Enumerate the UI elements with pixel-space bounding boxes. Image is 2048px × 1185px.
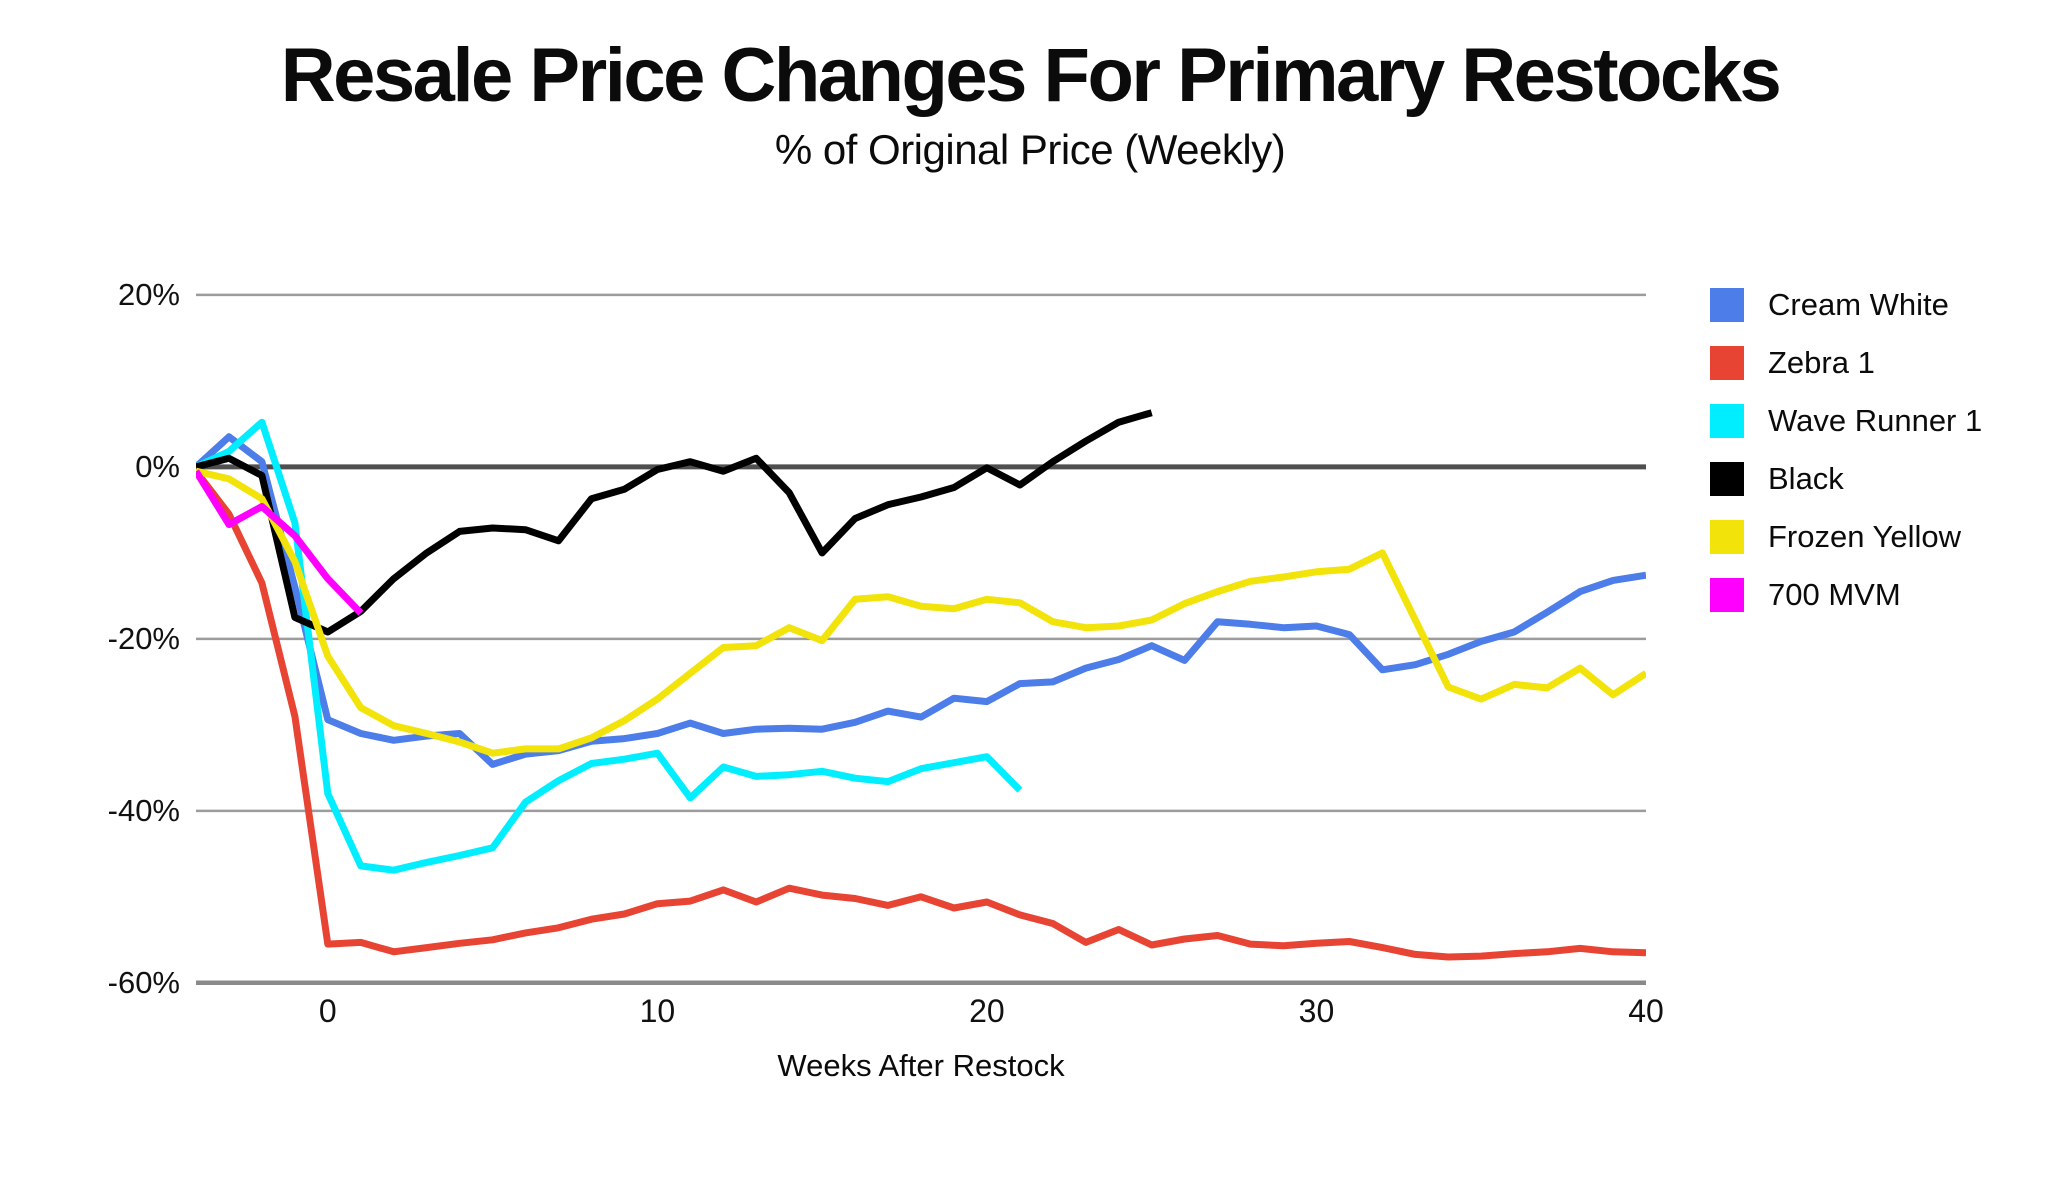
series-line-frozen-yellow (195, 467, 1648, 757)
legend-item-700-mvm: 700 MVM (1710, 578, 1982, 612)
legend-item-black: Black (1710, 462, 1982, 496)
chart-subtitle: % of Original Price (Weekly) (774, 126, 1286, 173)
y-axis-tick-label: 0% (135, 448, 180, 484)
legend-label: Cream White (1768, 287, 1949, 322)
series-line-zebra-1 (193, 469, 1647, 961)
legend-item-cream-white: Cream White (1710, 288, 1982, 322)
legend-color-swatch (1710, 520, 1744, 554)
y-axis-tick-label: 20% (117, 276, 180, 312)
legend-item-wave-runner-1: Wave Runner 1 (1710, 404, 1982, 438)
legend-color-swatch (1710, 578, 1744, 612)
x-axis-tick-label: 10 (639, 993, 676, 1029)
legend-item-frozen-yellow: Frozen Yellow (1710, 520, 1982, 554)
x-axis-title: Weeks After Restock (777, 1048, 1065, 1083)
line-chart-canvas (193, 293, 1648, 986)
plot-area (193, 270, 1648, 1000)
legend-item-zebra-1: Zebra 1 (1710, 346, 1982, 380)
legend-label: Frozen Yellow (1768, 519, 1962, 554)
legend-color-swatch (1710, 462, 1744, 496)
legend-label: 700 MVM (1768, 577, 1901, 612)
series-line-wave-runner-1 (194, 418, 1023, 874)
legend-label: Zebra 1 (1768, 345, 1875, 380)
x-axis-tick-label: 30 (1298, 993, 1335, 1029)
legend-color-swatch (1710, 288, 1744, 322)
x-axis-tick-label: 0 (318, 993, 337, 1029)
legend: Cream White Zebra 1 Wave Runner 1 Black Froz… (1710, 288, 1982, 636)
legend-color-swatch (1710, 404, 1744, 438)
x-axis-tick-label: 40 (1628, 993, 1664, 1029)
y-axis-tick-label: -60% (107, 964, 180, 1000)
series-line-cream-white (193, 433, 1647, 768)
y-axis-tick-label: -40% (107, 792, 180, 828)
series-line-700-mvm (193, 469, 364, 616)
legend-label: Black (1768, 461, 1844, 496)
legend-color-swatch (1710, 346, 1744, 380)
y-axis-tick-label: -20% (107, 620, 180, 656)
x-axis-tick-label: 20 (969, 993, 1005, 1029)
series-line-black (195, 409, 1153, 636)
legend-label: Wave Runner 1 (1768, 403, 1983, 438)
chart-title: Resale Price Changes For Primary Restock… (280, 33, 1782, 118)
